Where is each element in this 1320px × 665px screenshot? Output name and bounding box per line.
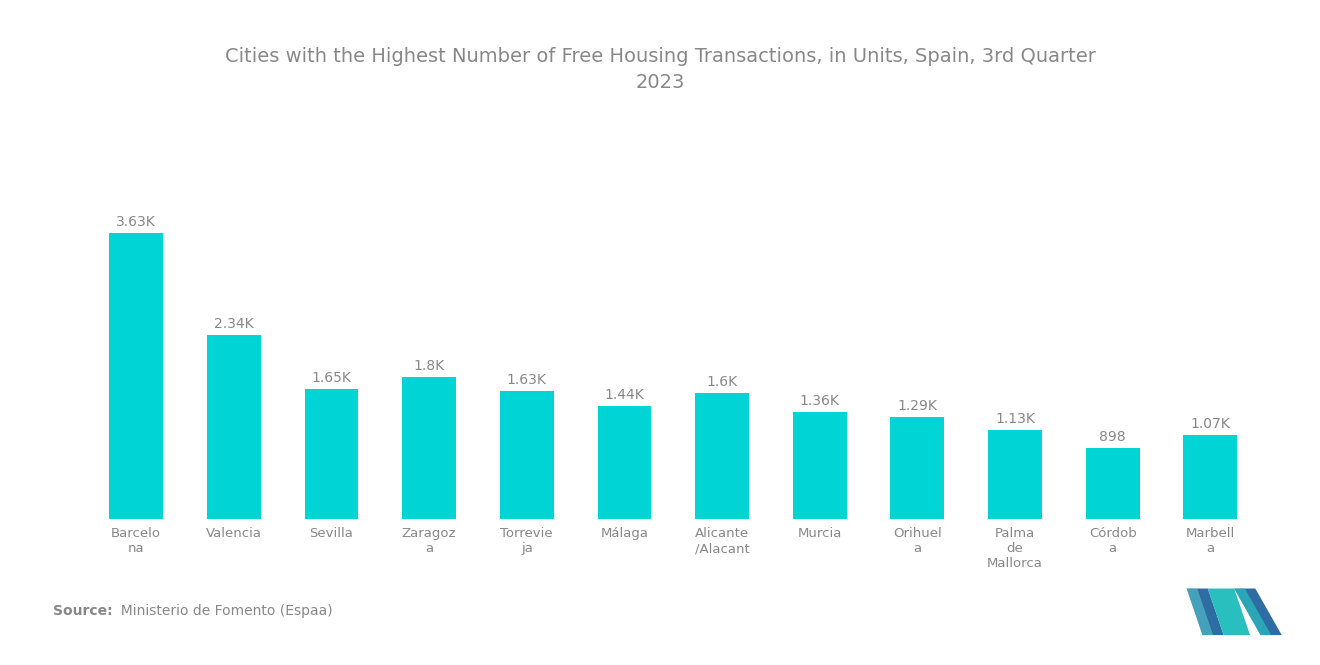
Bar [1184, 435, 1237, 519]
Polygon shape [1187, 589, 1224, 635]
Bar [110, 233, 162, 519]
Text: 898: 898 [1100, 430, 1126, 444]
Text: 1.07K: 1.07K [1191, 417, 1230, 431]
Text: 1.36K: 1.36K [800, 394, 840, 408]
Bar [207, 334, 260, 519]
Text: 2.34K: 2.34K [214, 317, 253, 331]
Polygon shape [1208, 589, 1250, 635]
Polygon shape [1234, 589, 1271, 635]
Bar [793, 412, 846, 519]
Text: 1.44K: 1.44K [605, 388, 644, 402]
Text: Ministerio de Fomento (Espaa): Ministerio de Fomento (Espaa) [112, 604, 333, 618]
Text: 3.63K: 3.63K [116, 215, 156, 229]
Bar [891, 418, 944, 519]
Text: 1.65K: 1.65K [312, 371, 351, 385]
Bar [696, 393, 748, 519]
Text: Source:: Source: [53, 604, 112, 618]
Text: 1.8K: 1.8K [413, 359, 445, 373]
Polygon shape [1187, 589, 1213, 635]
Text: 1.63K: 1.63K [507, 372, 546, 386]
Bar [1086, 448, 1139, 519]
Bar [500, 390, 553, 519]
Text: 1.6K: 1.6K [706, 375, 738, 389]
Text: 1.29K: 1.29K [898, 400, 937, 414]
Bar [305, 389, 358, 519]
Polygon shape [1234, 589, 1282, 635]
Text: 1.13K: 1.13K [995, 412, 1035, 426]
Bar [598, 406, 651, 519]
Bar [989, 430, 1041, 519]
Text: Cities with the Highest Number of Free Housing Transactions, in Units, Spain, 3r: Cities with the Highest Number of Free H… [224, 47, 1096, 92]
Bar [403, 377, 455, 519]
